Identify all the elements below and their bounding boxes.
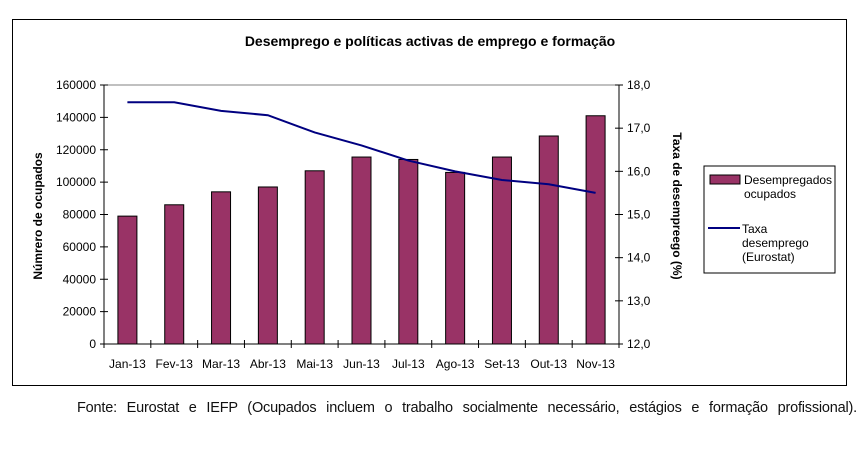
source-footnote: Fonte: Eurostat e IEFP (Ocupados incluem…	[77, 400, 857, 416]
y-tick-label: 120000	[56, 143, 96, 157]
x-tick-label: Ago-13	[436, 357, 475, 371]
x-tick-label: Mar-13	[202, 357, 240, 371]
x-tick-label: Jan-13	[109, 357, 146, 371]
y-tick-label: 20000	[63, 305, 97, 319]
y-tick-label: 100000	[56, 175, 96, 189]
y2-tick-label: 15,0	[627, 208, 651, 222]
y2-tick-label: 16,0	[627, 164, 651, 178]
bar-Jul-13	[398, 158, 419, 345]
legend-label-bar: Desempregados	[744, 173, 832, 187]
y2-tick-label: 18,0	[627, 78, 651, 92]
x-tick-label: Abr-13	[250, 357, 286, 371]
x-tick-label: Mai-13	[296, 357, 333, 371]
legend-swatch-bar	[709, 174, 741, 185]
y2-axis-label: Taxa de desempreego (%)	[670, 132, 684, 279]
x-tick-label: Out-13	[530, 357, 567, 371]
x-tick-label: Jul-13	[392, 357, 425, 371]
y-tick-label: 140000	[56, 110, 96, 124]
bar-Ago-13	[445, 171, 466, 345]
bar-Mar-13	[211, 191, 232, 345]
y2-tick-label: 17,0	[627, 121, 651, 135]
y-tick-label: 60000	[63, 240, 97, 254]
x-tick-label: Nov-13	[576, 357, 615, 371]
y2-tick-label: 14,0	[627, 251, 651, 265]
x-tick-label: Fev-13	[156, 357, 194, 371]
y-tick-label: 40000	[63, 272, 97, 286]
y2-tick-label: 13,0	[627, 294, 651, 308]
legend-label-line: desemprego	[742, 236, 809, 250]
bar-Jan-13	[117, 215, 138, 345]
bar-Fev-13	[164, 204, 185, 345]
bar-Abr-13	[257, 186, 278, 345]
plot-area: 0 20000 40000 60000 80000 100000 120000 140000 1…	[56, 78, 651, 371]
chart-frame	[12, 19, 847, 386]
bar-Out-13	[538, 135, 559, 345]
chart: Desemprego e políticas activas de empreg…	[31, 33, 836, 371]
legend-label-line: Taxa	[742, 222, 768, 236]
bar-Jun-13	[351, 156, 372, 345]
y-axis-label: Númrero de ocupados	[31, 152, 45, 280]
legend-label-line: (Eurostat)	[742, 250, 795, 264]
legend-label-bar: ocupados	[744, 187, 796, 201]
bar-Nov-13	[585, 115, 606, 345]
y-tick-label: 0	[89, 337, 96, 351]
y-tick-label: 80000	[63, 208, 97, 222]
bar-Mai-13	[304, 170, 325, 345]
x-tick-label: Jun-13	[343, 357, 380, 371]
bar-Set-13	[491, 156, 512, 345]
x-tick-label: Set-13	[484, 357, 520, 371]
chart-title: Desemprego e políticas activas de empreg…	[245, 33, 615, 49]
y-tick-label: 160000	[56, 78, 96, 92]
y2-tick-label: 12,0	[627, 337, 651, 351]
